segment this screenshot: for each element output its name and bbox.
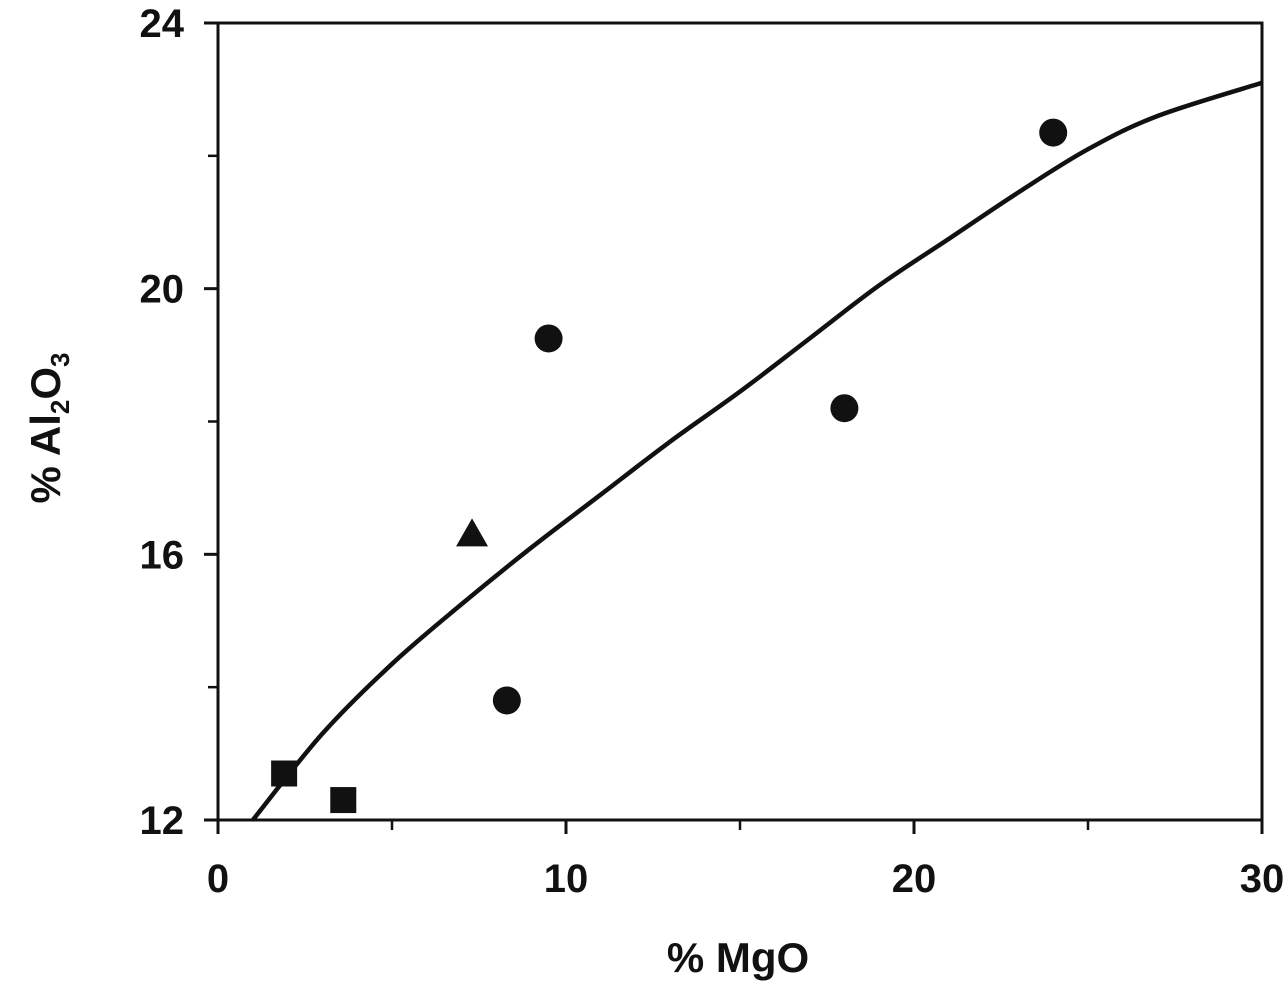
x-tick-label: 20: [892, 857, 937, 901]
y-tick-label: 16: [140, 533, 185, 577]
tick-labels: 0 10 20 30 12 16 20 24: [140, 2, 1284, 901]
data-point-triangle: [456, 518, 489, 547]
data-point-circle: [492, 686, 521, 715]
axis-ticks: [204, 21, 1264, 834]
data-point-square: [330, 787, 357, 814]
y-axis-title-prefix: % Al: [22, 414, 69, 503]
fit-curve: [251, 80, 1263, 822]
data-points: [271, 118, 1068, 814]
x-tick-label: 10: [544, 857, 589, 901]
y-tick-label: 20: [140, 268, 185, 312]
data-point-circle: [534, 324, 563, 353]
x-tick-label: 30: [1240, 857, 1284, 901]
y-axis-title-sub1: 2: [45, 400, 75, 414]
y-axis-title-mid: O: [22, 367, 69, 400]
y-axis-title: % Al2O3: [22, 352, 75, 503]
data-point-square: [271, 760, 298, 787]
y-axis-title-sub2: 3: [45, 352, 75, 366]
data-point-circle: [830, 394, 859, 423]
y-tick-label: 12: [140, 799, 185, 843]
data-point-circle: [1039, 118, 1068, 147]
plot-frame: [216, 21, 1264, 822]
x-axis-title: % MgO: [667, 934, 809, 981]
x-tick-label: 0: [207, 857, 229, 901]
y-tick-label: 24: [140, 2, 185, 46]
